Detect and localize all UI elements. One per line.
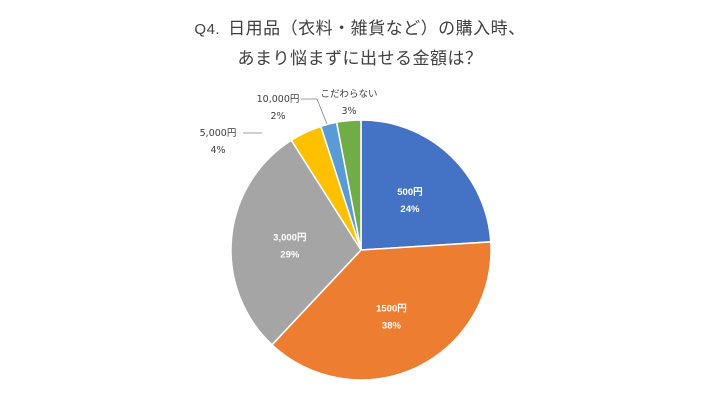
slice-percent-0: 24% — [400, 204, 420, 215]
slice-percent-3: 4% — [210, 145, 225, 156]
pie-slices — [230, 119, 492, 381]
slice-label-2: 3,000円 — [273, 232, 306, 243]
slice-label-3: 5,000円 — [200, 128, 237, 139]
chart-title-line-2: あまり悩まずに出せる金額は？ — [237, 49, 483, 69]
slice-label-4: 10,000円 — [257, 94, 300, 105]
slice-percent-5: 3% — [341, 106, 356, 117]
pie-slice-2 — [230, 139, 362, 346]
pie-slice-0 — [360, 119, 492, 251]
leader-lines — [243, 98, 328, 134]
question-number: Q4. — [194, 21, 221, 38]
slice-percent-1: 38% — [382, 321, 402, 332]
slice-labels: 500円 24% 1500円 38% 3,000円 29% 5,000円 4% 10,000円 2… — [200, 89, 423, 332]
slice-label-0: 500円 — [397, 187, 422, 198]
slice-label-1: 1500円 — [376, 304, 407, 315]
pie-slice-1 — [270, 241, 492, 381]
chart-title-text-1: 日用品（衣料・雑貨など）の購入時、 — [228, 19, 526, 39]
slice-percent-2: 29% — [280, 249, 300, 260]
leader-line-4 — [301, 98, 328, 125]
slice-label-5: こだわらない — [320, 89, 377, 100]
slice-percent-4: 2% — [270, 111, 285, 122]
pie-slice-5 — [335, 119, 362, 251]
chart-title-line-1: Q4. 日用品（衣料・雑貨など）の購入時、 — [0, 14, 720, 39]
